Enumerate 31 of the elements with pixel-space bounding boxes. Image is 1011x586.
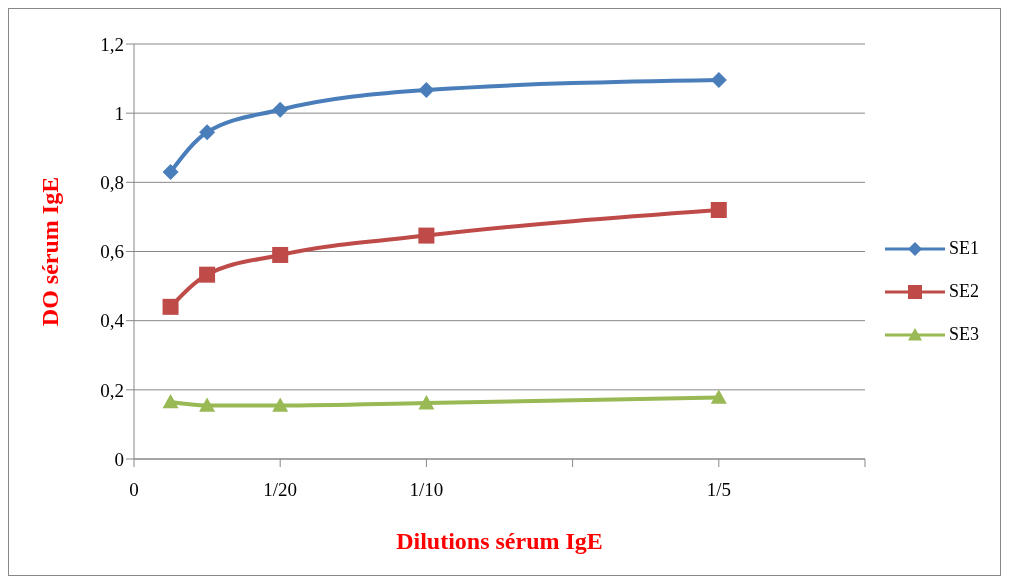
legend-label: SE1	[948, 238, 979, 259]
point	[199, 266, 216, 283]
point	[199, 124, 216, 141]
point	[272, 101, 289, 118]
x-tick-label: 1/10	[409, 479, 444, 501]
y-tick-label: 0,8	[100, 172, 124, 194]
legend-label: SE3	[948, 324, 979, 345]
y-tick-label: 1,2	[100, 33, 124, 55]
y-axis-title: DO sérum IgE	[36, 176, 63, 327]
point	[272, 397, 289, 412]
x-axis-title: Dilutions sérum IgE	[396, 528, 603, 554]
point	[710, 389, 727, 404]
y-tick-label: 0,4	[100, 310, 125, 332]
x-tick-label: 1/20	[263, 479, 298, 501]
x-tick-label: 1/5	[706, 479, 731, 501]
point	[162, 298, 179, 315]
point	[272, 246, 289, 263]
y-tick-label: 1	[114, 102, 124, 124]
point	[418, 394, 435, 410]
point	[418, 82, 435, 98]
point	[710, 71, 727, 88]
x-tick-label: 0	[129, 479, 139, 501]
point	[162, 163, 179, 180]
y-tick-label: 0,6	[100, 241, 124, 263]
y-tick-label: 0	[114, 448, 124, 470]
point	[199, 397, 216, 412]
point	[418, 227, 435, 244]
point	[162, 393, 179, 409]
y-tick-label: 0,2	[100, 379, 124, 401]
legend-label: SE2	[948, 281, 979, 302]
point	[710, 202, 727, 218]
